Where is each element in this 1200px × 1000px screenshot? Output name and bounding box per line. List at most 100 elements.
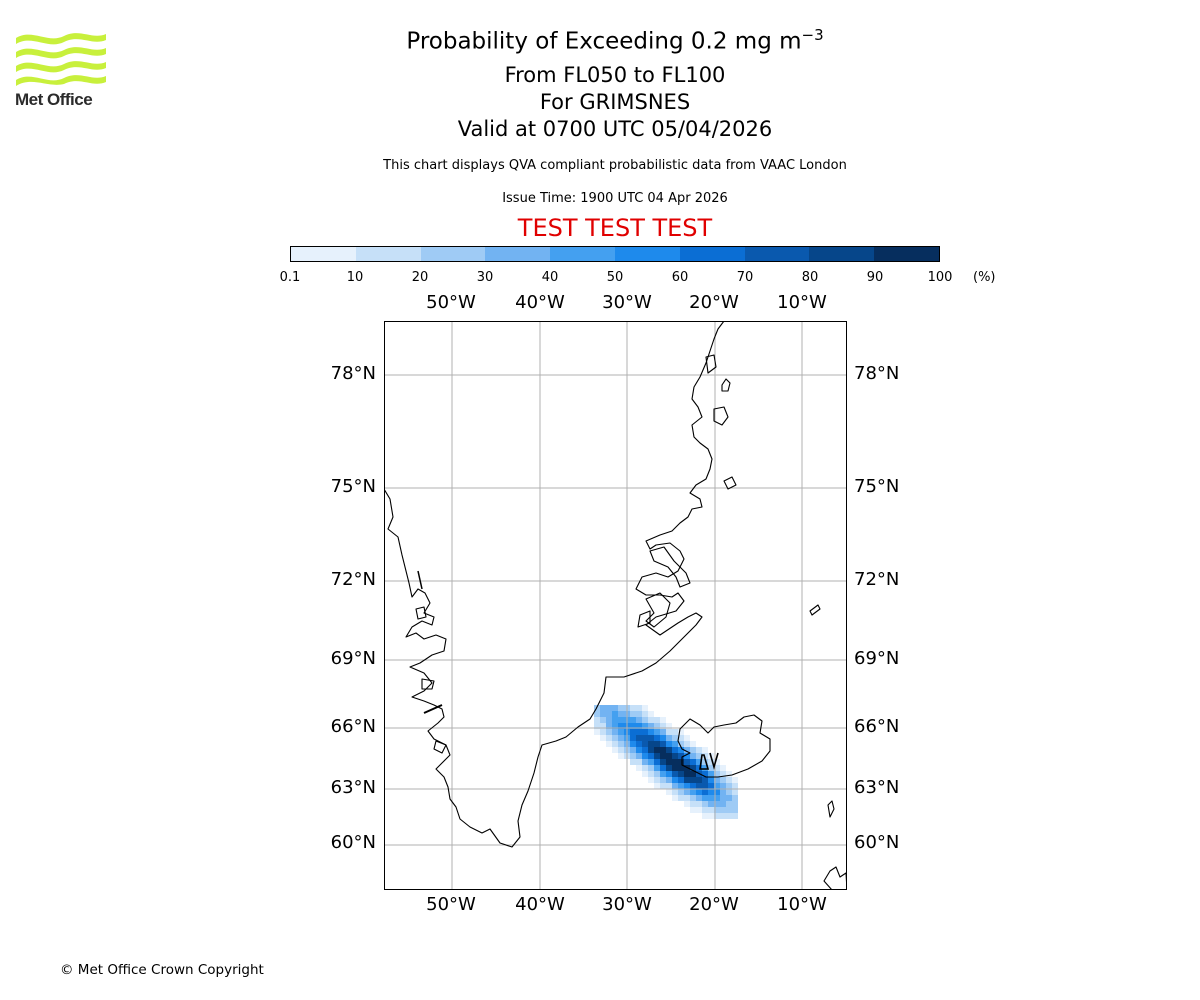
ash-probability-cell xyxy=(594,717,600,723)
ash-probability-cell xyxy=(618,705,624,711)
ash-probability-cell xyxy=(678,783,684,789)
ash-probability-cell xyxy=(702,813,708,819)
ash-probability-cell xyxy=(618,729,624,735)
ash-probability-cell xyxy=(690,771,696,777)
ash-probability-cell xyxy=(696,783,702,789)
ash-probability-cell xyxy=(726,771,732,777)
greenland-coast xyxy=(384,321,725,848)
ash-probability-cell xyxy=(684,741,690,747)
ash-probability-cell xyxy=(672,735,678,741)
ash-probability-cell xyxy=(618,711,624,717)
ash-probability-cell xyxy=(702,807,708,813)
ash-probability-cell xyxy=(672,753,678,759)
ash-probability-cell xyxy=(612,711,618,717)
ash-probability-cell xyxy=(684,735,690,741)
colorbar-segment xyxy=(679,247,745,261)
ash-probability-cell xyxy=(684,783,690,789)
ash-probability-cell xyxy=(726,801,732,807)
ash-probability-cell xyxy=(714,795,720,801)
latitude-label-right: 60°N xyxy=(854,832,900,853)
ash-probability-cell xyxy=(678,741,684,747)
ash-probability-cell xyxy=(708,771,714,777)
ash-probability-cell xyxy=(636,741,642,747)
ash-probability-cell xyxy=(642,765,648,771)
ash-probability-cell xyxy=(696,759,702,765)
ash-probability-cell xyxy=(666,789,672,795)
ash-probability-cell xyxy=(654,717,660,723)
ash-probability-cell xyxy=(678,771,684,777)
ash-probability-cell xyxy=(642,711,648,717)
ash-probability-cell xyxy=(648,741,654,747)
ash-probability-cell xyxy=(642,723,648,729)
ash-probability-cell xyxy=(636,765,642,771)
ash-probability-cell xyxy=(654,729,660,735)
ash-probability-cell xyxy=(708,801,714,807)
ash-probability-cell xyxy=(690,801,696,807)
ash-probability-cell xyxy=(696,789,702,795)
ash-probability-cell xyxy=(660,777,666,783)
ash-probability-cell xyxy=(702,747,708,753)
ash-probability-cell xyxy=(672,759,678,765)
ash-probability-cell xyxy=(690,777,696,783)
ash-probability-cell xyxy=(666,765,672,771)
ash-probability-cell xyxy=(690,789,696,795)
greenland-island-4 xyxy=(723,476,737,490)
ash-probability-cell xyxy=(606,741,612,747)
ash-probability-cell xyxy=(720,789,726,795)
ash-probability-cell xyxy=(690,795,696,801)
iceland-coast xyxy=(677,714,771,778)
ash-probability-cell xyxy=(660,741,666,747)
ash-probability-cell xyxy=(654,783,660,789)
valid-time: Valid at 0700 UTC 05/04/2026 xyxy=(457,117,773,141)
ash-probability-cell xyxy=(672,729,678,735)
ash-probability-cell xyxy=(612,741,618,747)
ash-probability-cell xyxy=(654,753,660,759)
ash-probability-cell xyxy=(660,717,666,723)
colorbar-segment xyxy=(291,247,356,261)
latitude-label-right: 72°N xyxy=(854,569,900,590)
ash-probability-cell xyxy=(684,771,690,777)
shetland-scotland xyxy=(823,866,847,890)
ash-probability-cell xyxy=(696,795,702,801)
longitude-label-bottom: 20°W xyxy=(689,894,739,915)
ash-probability-cell xyxy=(648,771,654,777)
ash-probability-cell xyxy=(636,735,642,741)
greenland-island-7 xyxy=(433,740,447,754)
ash-probability-cell xyxy=(702,771,708,777)
ash-probability-cell xyxy=(630,705,636,711)
ash-probability-cell xyxy=(606,729,612,735)
ash-probability-cell xyxy=(660,753,666,759)
ash-probability-cell xyxy=(654,765,660,771)
ash-probability-cell xyxy=(600,717,606,723)
ash-probability-cell xyxy=(726,777,732,783)
ash-probability-cell xyxy=(696,753,702,759)
ash-probability-cell xyxy=(714,783,720,789)
ash-probability-cell xyxy=(648,735,654,741)
greenland-island-9 xyxy=(417,570,423,590)
faroe-islands xyxy=(827,800,835,818)
issue-time: Issue Time: 1900 UTC 04 Apr 2026 xyxy=(502,191,728,206)
ash-probability-cell xyxy=(606,711,612,717)
ash-probability-cell xyxy=(642,735,648,741)
latitude-label-left: 72°N xyxy=(330,569,376,590)
ash-probability-cell xyxy=(678,795,684,801)
ash-probability-cell xyxy=(678,735,684,741)
greenland-island-1 xyxy=(705,354,717,374)
ash-probability-cell xyxy=(618,747,624,753)
ash-probability-cell xyxy=(732,801,738,807)
latitude-label-left: 69°N xyxy=(330,648,376,669)
ash-probability-cell xyxy=(702,795,708,801)
greenland-island-5 xyxy=(415,606,427,620)
ash-probability-cell xyxy=(660,735,666,741)
ash-probability-cell xyxy=(732,783,738,789)
ash-probability-cell xyxy=(660,759,666,765)
colorbar-segment xyxy=(874,247,939,261)
ash-probability-cell xyxy=(600,729,606,735)
ash-probability-cell xyxy=(696,747,702,753)
colorbar-tick-label: 100 xyxy=(927,270,953,285)
ash-probability-cell xyxy=(672,783,678,789)
latitude-label-right: 75°N xyxy=(854,476,900,497)
ash-probability-cell xyxy=(684,801,690,807)
colorbar-segment xyxy=(485,247,551,261)
ash-probability-cell xyxy=(606,705,612,711)
